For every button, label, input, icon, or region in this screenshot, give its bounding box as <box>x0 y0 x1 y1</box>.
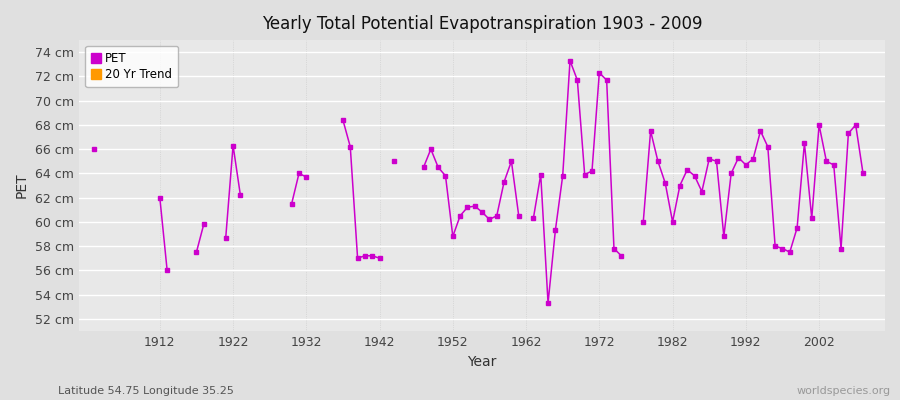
Y-axis label: PET: PET <box>15 173 29 198</box>
Title: Yearly Total Potential Evapotranspiration 1903 - 2009: Yearly Total Potential Evapotranspiratio… <box>262 15 702 33</box>
Text: worldspecies.org: worldspecies.org <box>796 386 891 396</box>
Text: Latitude 54.75 Longitude 35.25: Latitude 54.75 Longitude 35.25 <box>58 386 234 396</box>
Legend: PET, 20 Yr Trend: PET, 20 Yr Trend <box>86 46 178 87</box>
X-axis label: Year: Year <box>467 355 497 369</box>
